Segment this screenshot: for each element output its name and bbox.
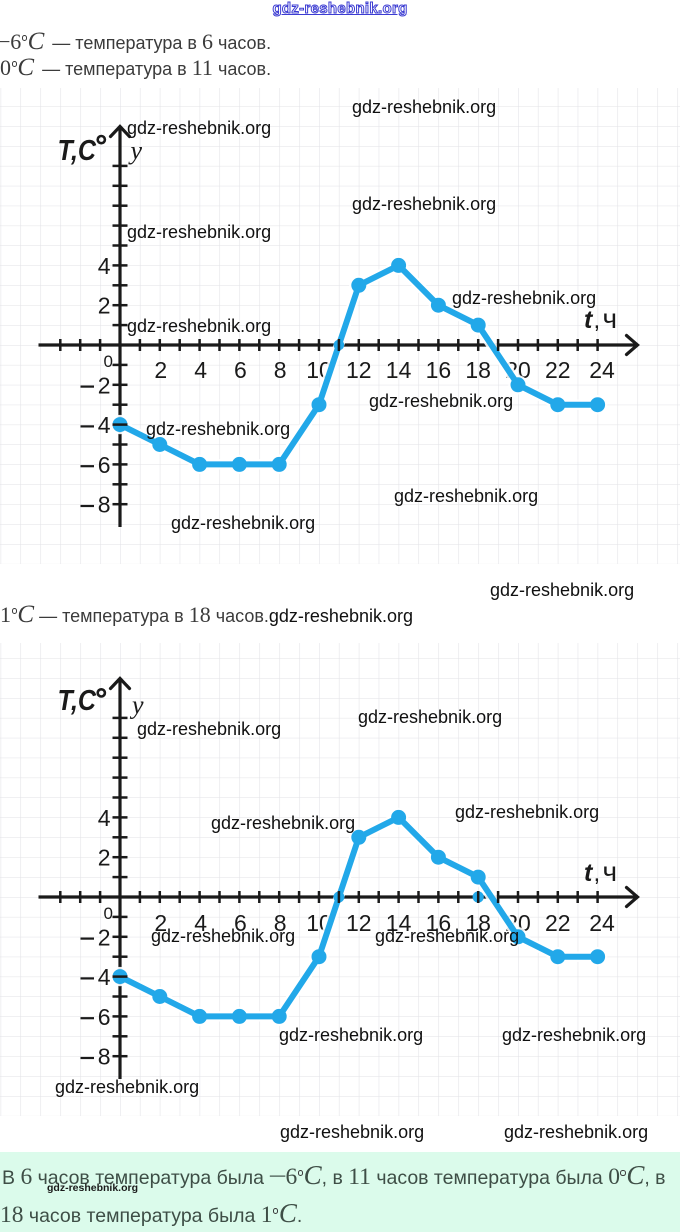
svg-text:24: 24 [589, 910, 615, 936]
svg-text:4: 4 [98, 412, 111, 438]
svg-text:16: 16 [426, 910, 452, 936]
svg-text:t: t [584, 859, 594, 887]
svg-text:4: 4 [98, 805, 111, 831]
svg-text:16: 16 [426, 357, 452, 383]
svg-text:2: 2 [154, 910, 167, 936]
svg-text:4: 4 [194, 357, 207, 383]
svg-text:22: 22 [545, 357, 571, 383]
svg-text:8: 8 [98, 1044, 111, 1070]
svg-text:2: 2 [98, 924, 111, 950]
svg-text:4: 4 [98, 253, 111, 279]
svg-text:,: , [594, 860, 601, 887]
svg-text:18: 18 [465, 910, 491, 936]
svg-text:,: , [594, 307, 601, 334]
svg-text:8: 8 [274, 910, 287, 936]
svg-text:6: 6 [98, 1004, 111, 1030]
svg-text:T,C: T,C [58, 685, 97, 717]
svg-text:4: 4 [98, 964, 111, 990]
svg-text:ч: ч [603, 303, 618, 334]
svg-text:14: 14 [386, 357, 412, 383]
svg-text:2: 2 [98, 845, 111, 871]
svg-text:8: 8 [98, 492, 111, 518]
svg-text:2: 2 [98, 372, 111, 398]
svg-text:2: 2 [98, 293, 111, 319]
svg-text:6: 6 [98, 452, 111, 478]
svg-text:0: 0 [104, 904, 113, 923]
svg-text:18: 18 [465, 357, 491, 383]
svg-text:12: 12 [346, 357, 372, 383]
svg-text:ч: ч [603, 856, 618, 887]
svg-text:4: 4 [194, 910, 207, 936]
svg-text:12: 12 [346, 910, 372, 936]
svg-text:14: 14 [386, 910, 412, 936]
svg-text:24: 24 [589, 357, 615, 383]
svg-text:y: y [128, 136, 143, 165]
svg-text:y: y [129, 691, 144, 720]
svg-text:6: 6 [234, 910, 247, 936]
svg-text:0: 0 [104, 352, 113, 371]
svg-text:22: 22 [545, 910, 571, 936]
svg-text:6: 6 [234, 357, 247, 383]
svg-text:t: t [584, 306, 594, 334]
svg-text:8: 8 [274, 357, 287, 383]
svg-text:T,C: T,C [58, 135, 97, 167]
svg-text:2: 2 [154, 357, 167, 383]
